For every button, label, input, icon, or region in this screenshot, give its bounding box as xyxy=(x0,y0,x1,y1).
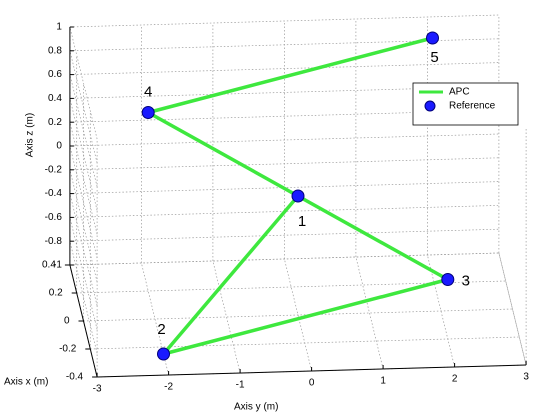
point-label: 3 xyxy=(462,272,470,289)
y-tick-label: 2 xyxy=(452,374,458,385)
y-tick-label: -1 xyxy=(236,380,245,391)
reference-point xyxy=(441,273,455,286)
z-tick-label: 0.2 xyxy=(48,117,62,128)
y-axis-label: Axis y (m) xyxy=(234,402,278,413)
reference-point xyxy=(291,189,305,203)
z-tick-label: -0.4 xyxy=(45,188,63,199)
reference-point xyxy=(157,347,170,361)
z-axis-label: Axis z (m) xyxy=(25,113,36,157)
x-tick-label: -0.2 xyxy=(59,344,77,355)
y-tick-label: 3 xyxy=(523,372,529,383)
legend-label: Reference xyxy=(449,101,496,112)
z-tick-label: -0.2 xyxy=(45,164,63,175)
point-label: 4 xyxy=(144,83,152,100)
grid-line xyxy=(90,336,520,350)
legend-label: APC xyxy=(449,87,470,98)
y-tick-label: -3 xyxy=(93,384,102,395)
x-tick-label: 0.4 xyxy=(42,260,56,271)
grid-line xyxy=(69,62,499,75)
grid-line xyxy=(69,133,499,147)
grid-line xyxy=(69,252,499,266)
y-tick-label: 0 xyxy=(309,378,315,389)
y-tick-label: 1 xyxy=(380,376,386,387)
z-tick-label: 0 xyxy=(56,141,62,152)
z-tick-label: 0.6 xyxy=(48,69,62,80)
point-label: 5 xyxy=(430,49,438,66)
y-tick-label: -2 xyxy=(164,382,173,393)
z-tick-label: -0.8 xyxy=(45,236,63,247)
z-tick-label: 0.4 xyxy=(48,93,62,104)
grid-line xyxy=(83,308,513,322)
legend-symbol xyxy=(424,100,436,112)
reference-point xyxy=(426,31,439,45)
z-tick-label: 0.8 xyxy=(48,45,62,56)
x-axis-label: Axis x (m) xyxy=(4,377,48,388)
grid-line xyxy=(69,157,499,171)
z-tick-label: 1 xyxy=(56,22,62,33)
x-tick-label: 0 xyxy=(64,316,70,327)
z-tick-label: -1 xyxy=(53,260,62,271)
grid-line xyxy=(69,228,499,242)
point-label: 2 xyxy=(157,321,165,338)
reference-point xyxy=(141,106,155,119)
z-tick-label: -0.6 xyxy=(45,212,63,223)
grid-line xyxy=(69,14,499,28)
point-label: 1 xyxy=(298,213,306,230)
x-tick-label: 0.2 xyxy=(49,288,63,299)
x-tick-label: -0.4 xyxy=(66,372,84,383)
